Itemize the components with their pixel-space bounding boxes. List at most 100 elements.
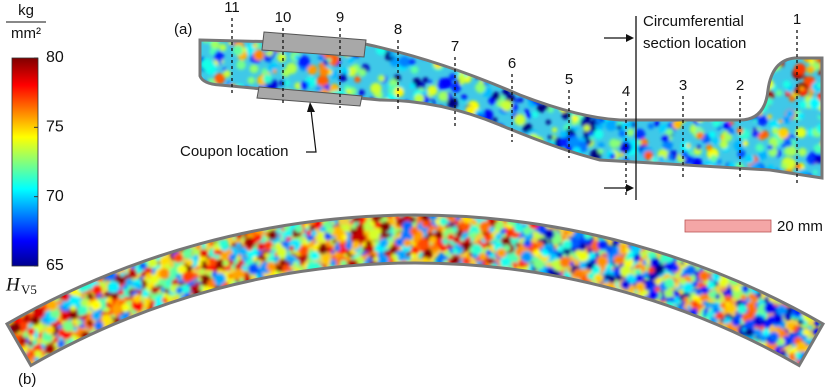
hardness-blob [491, 145, 497, 151]
hardness-blob [197, 171, 207, 181]
hardness-blob [597, 54, 609, 66]
hardness-blob [787, 323, 795, 331]
hardness-blob [614, 66, 619, 71]
hardness-blob [506, 40, 513, 47]
hardness-blob [733, 93, 743, 103]
hardness-blob [764, 303, 775, 314]
hardness-blob [620, 153, 624, 157]
hardness-blob [222, 89, 228, 95]
hardness-blob [609, 39, 614, 44]
hardness-blob [417, 42, 428, 53]
hardness-blob [720, 303, 726, 309]
hardness-blob [767, 316, 776, 325]
hardness-blob [623, 68, 632, 77]
hardness-blob [195, 167, 201, 173]
hardness-blob [699, 168, 705, 174]
hardness-blob [663, 264, 668, 269]
hardness-blob [721, 65, 730, 74]
hardness-blob [424, 165, 436, 177]
position-label: 5 [565, 71, 573, 88]
hardness-blob [489, 177, 494, 182]
unit-numerator: kg [18, 2, 34, 19]
hardness-blob [405, 109, 417, 121]
hardness-blob [218, 94, 223, 99]
hardness-blob [452, 143, 463, 154]
hardness-blob [452, 248, 458, 254]
hardness-blob [706, 144, 712, 150]
hardness-blob [511, 231, 517, 237]
hardness-blob [686, 144, 691, 149]
hardness-blob [228, 273, 234, 279]
hardness-blob [555, 75, 565, 85]
hardness-blob [804, 45, 811, 52]
hardness-blob [406, 139, 417, 150]
hardness-blob [477, 175, 485, 183]
hardness-blob [551, 155, 557, 161]
hardness-blob [34, 350, 42, 358]
hardness-blob [508, 39, 516, 47]
hardness-blob [642, 105, 646, 109]
hardness-blob [504, 164, 515, 175]
hardness-blob [491, 58, 502, 69]
hardness-blob [426, 48, 433, 55]
hardness-blob [509, 172, 517, 180]
hardness-blob [725, 295, 732, 302]
hardness-blob [504, 46, 509, 51]
hardness-blob [221, 130, 227, 136]
hardness-blob [128, 269, 137, 278]
hardness-blob [216, 97, 225, 106]
hardness-blob [160, 256, 170, 266]
hardness-blob [495, 37, 507, 49]
hardness-blob [599, 74, 604, 79]
hardness-blob [778, 178, 782, 182]
hardness-blob [562, 240, 571, 249]
hardness-blob [572, 115, 579, 122]
hardness-blob [387, 133, 392, 138]
hardness-blob [757, 116, 767, 126]
leader-line [306, 110, 316, 152]
hardness-blob [470, 56, 476, 62]
hardness-blob [653, 90, 662, 99]
hardness-blob [70, 305, 76, 311]
hardness-blob [200, 92, 206, 98]
hardness-blob [639, 164, 648, 173]
hardness-blob [429, 236, 437, 244]
hardness-blob [418, 167, 426, 175]
hardness-blob [756, 93, 760, 97]
hardness-blob [428, 139, 437, 148]
hardness-blob [461, 95, 467, 101]
position-label: 4 [622, 83, 630, 100]
hardness-blob [705, 98, 716, 109]
hardness-blob [248, 264, 259, 275]
hardness-blob [437, 225, 443, 231]
hardness-blob [238, 101, 244, 107]
hardness-blob [364, 169, 373, 178]
hardness-blob [727, 53, 737, 63]
hardness-blob [351, 138, 355, 142]
hardness-blob [523, 227, 532, 236]
hardness-blob [606, 60, 611, 65]
hardness-blob [767, 114, 772, 119]
hardness-blob [319, 66, 329, 76]
hardness-blob [682, 65, 693, 76]
hardness-blob [586, 104, 590, 108]
hardness-blob [565, 33, 572, 40]
hardness-blob [799, 86, 804, 91]
hardness-blob [274, 256, 279, 261]
hardness-blob [658, 156, 665, 163]
hardness-blob [485, 175, 493, 183]
hardness-blob [607, 93, 618, 104]
hardness-blob [377, 141, 388, 152]
hardness-blob [483, 39, 488, 44]
hardness-blob [238, 172, 249, 183]
hardness-blob [310, 251, 319, 260]
hardness-blob [267, 253, 271, 257]
hardness-blob [286, 237, 291, 242]
hardness-blob [227, 171, 239, 183]
hardness-blob [398, 39, 410, 51]
hardness-blob [612, 162, 620, 170]
hardness-blob [302, 233, 306, 237]
hardness-blob [560, 100, 568, 108]
hardness-blob [308, 156, 319, 167]
